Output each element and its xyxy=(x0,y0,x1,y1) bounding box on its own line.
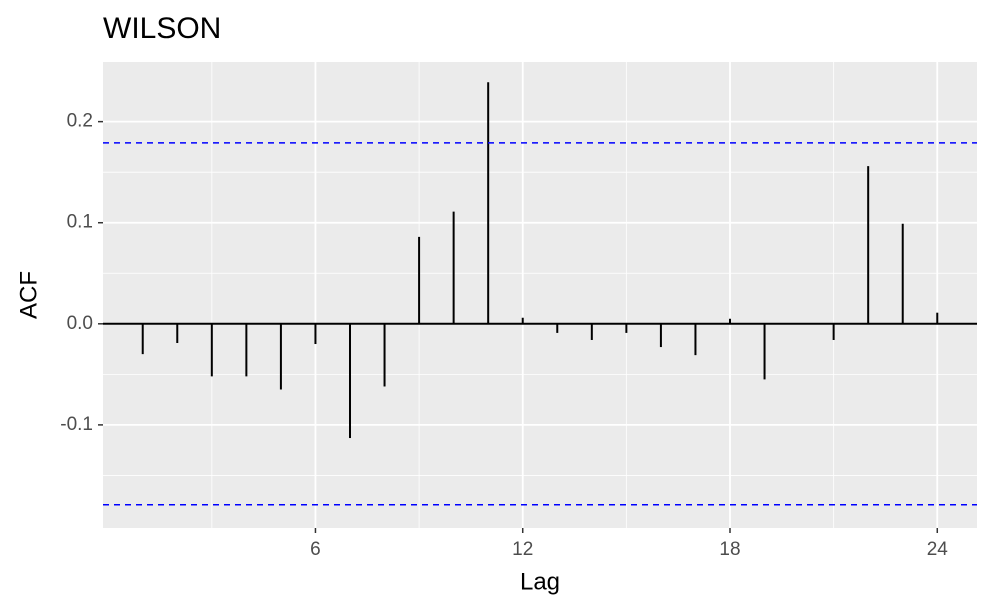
x-tick-label: 24 xyxy=(927,539,949,560)
x-tick-label: 6 xyxy=(310,539,321,560)
x-tick-label: 18 xyxy=(719,539,740,560)
panel xyxy=(103,62,977,528)
y-axis-title: ACF xyxy=(15,271,42,319)
y-tick-label: 0.2 xyxy=(67,111,93,132)
y-tick-label: -0.1 xyxy=(60,414,93,435)
y-tick-label: 0.1 xyxy=(67,212,93,233)
x-axis-title: Lag xyxy=(520,568,560,595)
y-tick-label: 0.0 xyxy=(67,313,93,334)
chart-title: WILSON xyxy=(103,12,221,45)
x-tick-label: 12 xyxy=(512,539,533,560)
